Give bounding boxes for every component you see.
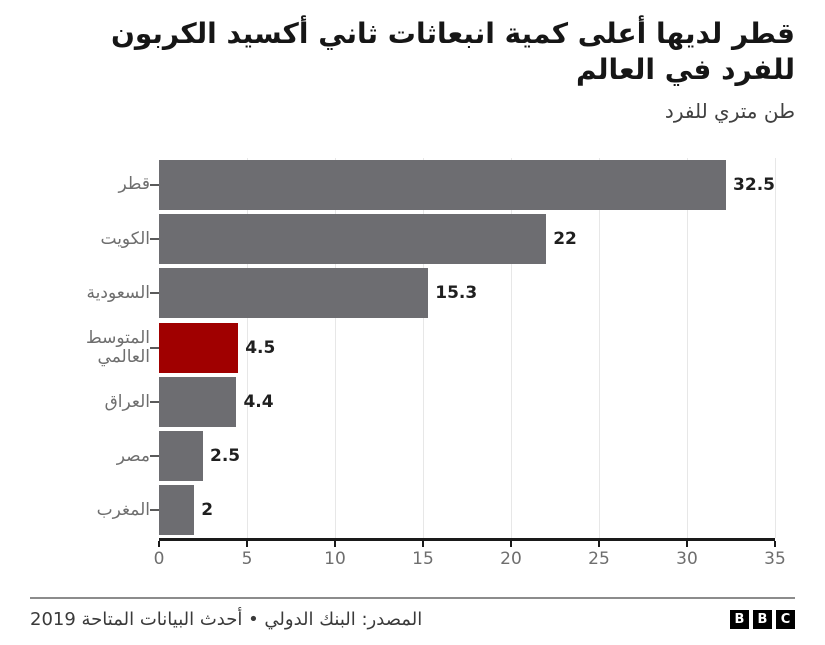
category-tick [150,183,159,186]
category-tick [150,346,159,349]
bbc-logo-letter: C [776,609,795,629]
x-axis-tick [598,540,600,547]
category-tick [150,292,159,295]
x-axis-tick-label: 0 [153,548,165,569]
bar-track: 4.4 [159,375,775,429]
x-axis-tick [510,540,512,547]
x-axis-tick-label: 15 [412,548,434,569]
gridline [599,157,600,538]
value-label: 22 [553,229,577,250]
gridline [687,157,688,538]
gridline [775,157,776,538]
plot-area: قطر 32.5 الكويت 22 السعودية 15.3 المتوسط العال… [30,157,795,538]
x-axis-tick [686,540,688,547]
bar-track: 32.5 [159,158,775,212]
bar-row: مصر 2.5 [30,429,795,483]
category-label: الكويت [100,228,151,249]
bar-chart: قطر 32.5 الكويت 22 السعودية 15.3 المتوسط العال… [30,157,795,573]
chart-subtitle: طن متري للفرد [664,98,795,123]
value-label: 2 [201,500,214,521]
footer: المصدر: البنك الدولي • أحدث البيانات الم… [30,599,795,630]
x-axis-tick-label: 25 [588,548,610,569]
category-label: مصر [116,445,150,466]
x-axis-tick [774,540,776,547]
category-tick [150,238,159,241]
bar-rows: قطر 32.5 الكويت 22 السعودية 15.3 المتوسط العال… [30,158,795,538]
category-tick [150,455,159,458]
bar [159,214,547,265]
value-label: 4.4 [243,391,274,412]
x-axis-tick [422,540,424,547]
bar-track: 15.3 [159,266,775,320]
x-axis-tick-label: 35 [764,548,786,569]
bar [159,376,237,427]
bbc-logo-letter: B [753,609,772,629]
bar-track: 22 [159,212,775,266]
bar [159,159,727,210]
x-axis-tick [246,540,248,547]
x-axis-tick-label: 10 [324,548,346,569]
footer-divider [30,596,795,599]
x-axis-tick [158,540,160,547]
category-label: قطر [118,174,150,195]
x-axis-tick-label: 30 [676,548,698,569]
bar-row: المغرب 2 [30,483,795,537]
category-label: العراق [104,391,150,412]
value-label: 4.5 [245,337,276,358]
x-axis-tick-label: 20 [500,548,522,569]
bar-track: 4.5 [159,321,775,375]
x-axis-tick-label: 5 [241,548,253,569]
bar-row: السعودية 15.3 [30,266,795,320]
bar [159,431,203,482]
bar-track: 2.5 [159,429,775,483]
category-label: المغرب [96,500,150,521]
bbc-logo-letter: B [730,609,749,629]
source-text: المصدر: البنك الدولي • أحدث البيانات الم… [30,608,423,630]
category-tick [150,509,159,512]
category-tick [150,400,159,403]
bar-row: الكويت 22 [30,212,795,266]
category-label: السعودية [86,283,150,304]
bar [159,485,195,536]
gridline [335,157,336,538]
value-label: 15.3 [435,283,478,304]
gridline [423,157,424,538]
bbc-logo: B B C [730,609,795,629]
gridlines-layer [159,157,776,538]
bar-row: قطر 32.5 [30,158,795,212]
bar-row: العراق 4.4 [30,375,795,429]
gridline [247,157,248,538]
x-axis: 0 5 10 15 20 25 30 35 [154,537,786,573]
x-axis-tick [334,540,336,547]
bar-highlighted [159,322,239,373]
chart-title: قطر لديها أعلى كمية انبعاثات ثاني أكسيد … [110,17,795,86]
gridline [511,157,512,538]
bar-row: المتوسط العالمي 4.5 [30,321,795,375]
category-label: المتوسط العالمي [85,327,150,367]
value-label: 32.5 [733,174,775,195]
bar [159,268,429,319]
bar-track: 2 [159,483,775,537]
value-label: 2.5 [210,446,241,467]
